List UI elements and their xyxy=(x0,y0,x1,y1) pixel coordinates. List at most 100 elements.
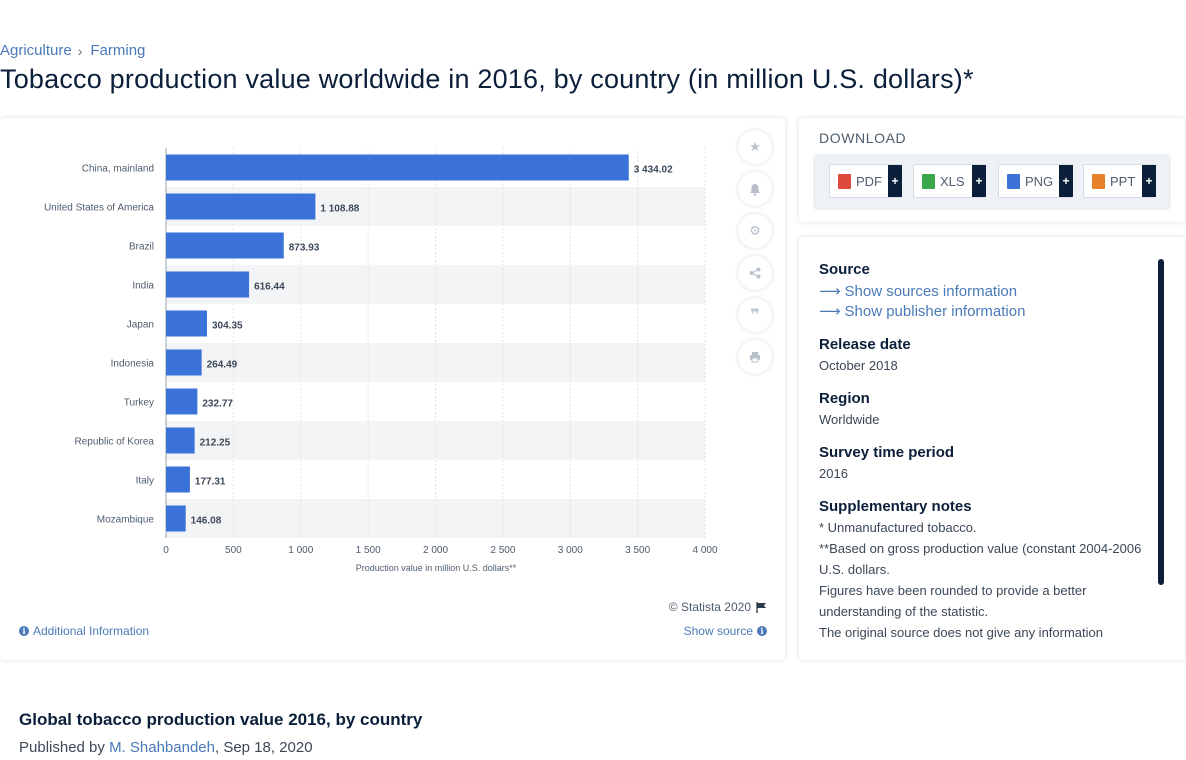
category-label: Japan xyxy=(127,320,154,331)
show-source-label: Show source xyxy=(683,624,753,638)
chart-toolbar: ★ ⚙ ❞ xyxy=(738,130,772,382)
category-label: Mozambique xyxy=(97,515,155,526)
publication-date: , Sep 18, 2020 xyxy=(214,739,313,756)
supplementary-note: **Based on gross production value (const… xyxy=(819,541,1142,577)
x-tick-label: 4 000 xyxy=(692,545,717,556)
bar xyxy=(166,310,208,337)
plus-icon: + xyxy=(1059,165,1073,197)
download-card: DOWNLOAD PDF + XLS + PNG + PPT + xyxy=(799,118,1185,222)
survey-period-heading: Survey time period xyxy=(819,444,955,461)
copyright: © Statista 2020 xyxy=(669,600,767,614)
author-link[interactable]: M. Shahbandeh xyxy=(109,739,215,756)
gear-icon[interactable]: ⚙ xyxy=(738,214,772,248)
download-xls-button[interactable]: XLS + xyxy=(913,164,986,198)
supplementary-note: The original source does not give any in… xyxy=(819,625,1103,640)
bar xyxy=(166,349,202,376)
data-label: 264.49 xyxy=(207,360,238,371)
page-title: Tobacco production value worldwide in 20… xyxy=(0,64,974,94)
bell-icon[interactable] xyxy=(738,172,772,206)
breadcrumb: Agriculture › Farming xyxy=(0,42,145,59)
share-icon[interactable] xyxy=(738,256,772,290)
download-png-label: PNG xyxy=(1025,173,1054,189)
show-publisher-label: Show publisher information xyxy=(844,302,1026,320)
data-label: 616.44 xyxy=(254,282,285,293)
supplementary-note: * Unmanufactured tobacco. xyxy=(819,520,977,535)
supplementary-notes-heading: Supplementary notes xyxy=(819,498,972,515)
bar xyxy=(166,232,284,259)
source-details: Source ⟶ Show sources information ⟶ Show… xyxy=(819,261,1149,643)
x-tick-label: 3 500 xyxy=(625,545,650,556)
flag-icon[interactable] xyxy=(756,601,767,613)
published-by-label: Published by xyxy=(19,739,110,756)
breadcrumb-agriculture[interactable]: Agriculture xyxy=(0,42,72,59)
category-label: United States of America xyxy=(44,203,154,214)
bar xyxy=(166,505,186,532)
category-label: Italy xyxy=(136,476,154,487)
png-file-icon xyxy=(1007,173,1020,189)
data-label: 304.35 xyxy=(212,321,243,332)
bar xyxy=(166,271,250,298)
download-ppt-label: PPT xyxy=(1110,173,1136,189)
x-tick-label: 0 xyxy=(163,545,169,556)
bar-chart: China, mainland United States of America B… xyxy=(44,148,718,573)
source-heading: Source xyxy=(819,261,870,278)
download-xls-label: XLS xyxy=(940,173,965,189)
published-by: Published by M. Shahbandeh, Sep 18, 2020 xyxy=(19,739,313,756)
additional-information-link[interactable]: i Additional Information xyxy=(19,624,149,638)
x-tick-label: 1 000 xyxy=(288,545,313,556)
category-label: Turkey xyxy=(124,398,154,409)
scrollbar-thumb[interactable] xyxy=(1158,259,1164,585)
bar xyxy=(166,388,198,415)
category-label: Brazil xyxy=(129,242,154,253)
data-label: 232.77 xyxy=(202,399,233,410)
show-source-link[interactable]: Show source i xyxy=(684,624,767,638)
data-label: 212.25 xyxy=(200,438,231,449)
breadcrumb-farming[interactable]: Farming xyxy=(90,42,146,59)
publication-title: Global tobacco production value 2016, by… xyxy=(19,710,423,729)
arrow-right-icon: ⟶ xyxy=(819,303,841,320)
print-icon[interactable] xyxy=(738,340,772,374)
plus-icon: + xyxy=(888,165,902,197)
show-sources-link[interactable]: ⟶ Show sources information xyxy=(819,282,1149,301)
download-pdf-button[interactable]: PDF + xyxy=(829,164,902,198)
release-date-heading: Release date xyxy=(819,336,911,353)
xls-file-icon xyxy=(922,173,935,189)
ppt-file-icon xyxy=(1092,173,1105,189)
release-date-value: October 2018 xyxy=(819,358,898,373)
download-png-button[interactable]: PNG + xyxy=(998,164,1073,198)
download-ppt-button[interactable]: PPT + xyxy=(1083,164,1156,198)
x-axis-label: Production value in million U.S. dollars… xyxy=(356,563,517,573)
data-label: 146.08 xyxy=(191,516,222,527)
category-label: India xyxy=(132,281,154,292)
supplementary-note: Figures have been rounded to provide a b… xyxy=(819,583,1087,619)
copyright-text: © Statista 2020 xyxy=(668,600,751,614)
x-tick-label: 1 500 xyxy=(356,545,381,556)
bar xyxy=(166,193,316,220)
x-tick-label: 2 000 xyxy=(423,545,448,556)
show-sources-label: Show sources information xyxy=(844,282,1018,300)
breadcrumb-separator: › xyxy=(77,42,83,59)
pdf-file-icon xyxy=(838,173,851,189)
region-value: Worldwide xyxy=(819,412,880,427)
additional-information-label: Additional Information xyxy=(33,624,150,638)
x-tick-label: 500 xyxy=(225,545,242,556)
category-label: Republic of Korea xyxy=(75,437,155,448)
star-icon[interactable]: ★ xyxy=(738,130,772,164)
info-icon: i xyxy=(19,626,29,636)
show-publisher-link[interactable]: ⟶ Show publisher information xyxy=(819,302,1149,321)
survey-period-value: 2016 xyxy=(819,466,848,481)
arrow-right-icon: ⟶ xyxy=(819,283,841,300)
category-label: Indonesia xyxy=(111,359,155,370)
bar xyxy=(166,154,629,181)
source-card: Source ⟶ Show sources information ⟶ Show… xyxy=(799,237,1185,660)
download-buttons: PDF + XLS + PNG + PPT + xyxy=(813,154,1171,210)
category-label: China, mainland xyxy=(82,164,154,175)
plus-icon: + xyxy=(972,165,986,197)
bar xyxy=(166,466,190,493)
chart-card: China, mainland United States of America B… xyxy=(0,118,785,660)
data-label: 3 434.02 xyxy=(634,165,673,176)
data-label: 873.93 xyxy=(289,243,320,254)
info-icon: i xyxy=(757,626,767,636)
quote-icon[interactable]: ❞ xyxy=(738,298,772,332)
data-label: 1 108.88 xyxy=(320,204,359,215)
